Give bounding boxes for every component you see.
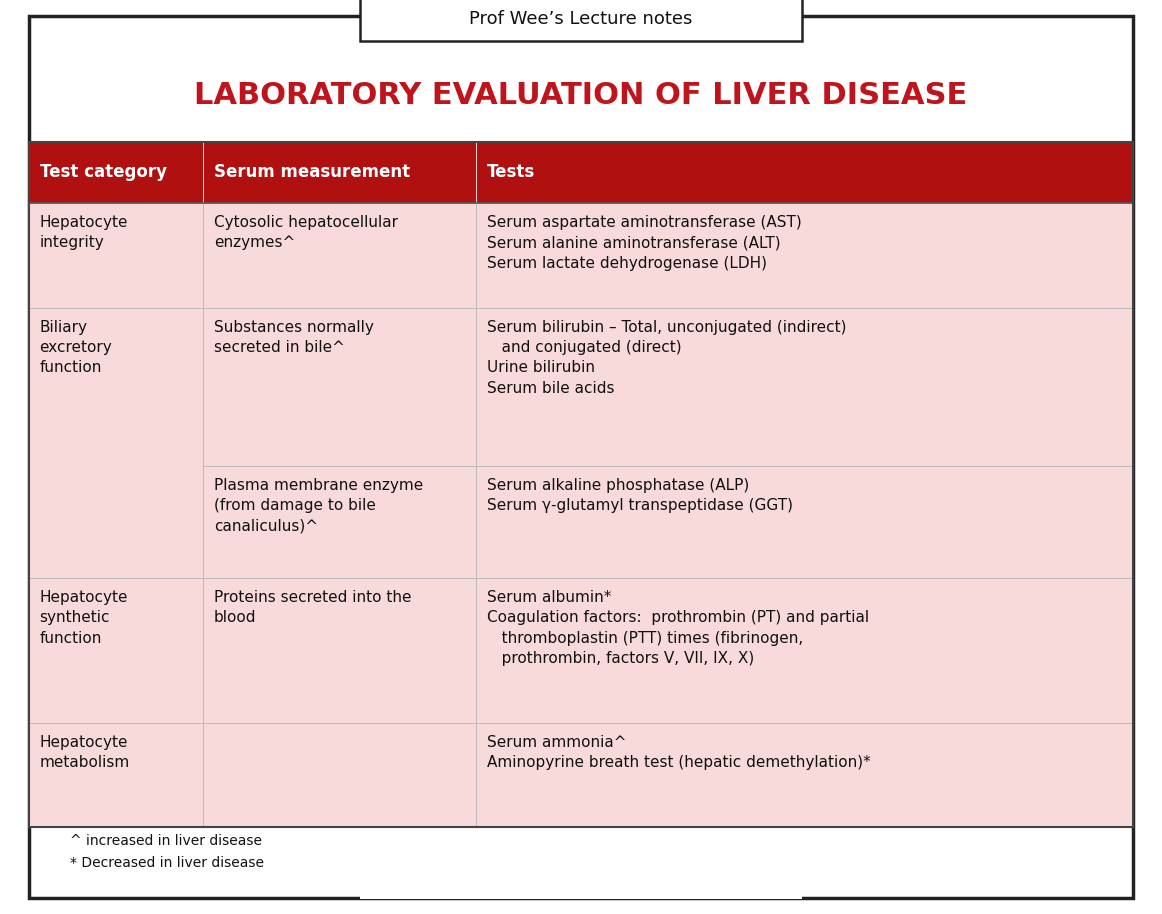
Text: Serum alkaline phosphatase (ALP)
Serum γ-glutamyl transpeptidase (GGT): Serum alkaline phosphatase (ALP) Serum γ… [487,478,792,513]
Text: ^ increased in liver disease
* Decreased in liver disease: ^ increased in liver disease * Decreased… [70,834,264,870]
Bar [29,723,203,827]
Bar [29,203,203,308]
Bar [203,723,476,827]
Bar [476,142,1133,203]
Text: Test category: Test category [40,164,166,182]
Bar [203,308,476,466]
Bar [203,203,476,308]
Bar [203,579,476,723]
Bar [29,142,1133,827]
Bar [360,0,802,41]
Text: Biliary
excretory
function: Biliary excretory function [40,320,113,376]
Bar [29,142,203,203]
Text: Substances normally
secreted in bile^: Substances normally secreted in bile^ [214,320,374,355]
Bar [476,723,1133,827]
Text: Serum albumin*
Coagulation factors:  prothrombin (PT) and partial
   thromboplas: Serum albumin* Coagulation factors: prot… [487,590,869,666]
Text: Proteins secreted into the
blood: Proteins secreted into the blood [214,590,411,625]
Text: Serum bilirubin – Total, unconjugated (indirect)
   and conjugated (direct)
Urin: Serum bilirubin – Total, unconjugated (i… [487,320,846,396]
Text: Prof Wee’s Lecture notes: Prof Wee’s Lecture notes [469,10,693,28]
Bar [476,466,1133,579]
Text: Plasma membrane enzyme
(from damage to bile
canaliculus)^: Plasma membrane enzyme (from damage to b… [214,478,423,534]
Bar [476,308,1133,466]
Bar [476,579,1133,723]
Bar [29,579,203,723]
Text: Hepatocyte
metabolism: Hepatocyte metabolism [40,735,130,770]
Text: Tests: Tests [487,164,536,182]
Bar [203,142,476,203]
Text: Hepatocyte
integrity: Hepatocyte integrity [40,215,128,250]
Bar [29,142,1133,203]
Bar [203,466,476,579]
Text: Cytosolic hepatocellular
enzymes^: Cytosolic hepatocellular enzymes^ [214,215,397,250]
Bar [29,308,203,579]
Bar [476,203,1133,308]
Text: Serum ammonia^
Aminopyrine breath test (hepatic demethylation)*: Serum ammonia^ Aminopyrine breath test (… [487,735,870,770]
Bar [360,881,802,899]
Text: Hepatocyte
synthetic
function: Hepatocyte synthetic function [40,590,128,646]
Text: LABORATORY EVALUATION OF LIVER DISEASE: LABORATORY EVALUATION OF LIVER DISEASE [194,81,968,111]
Text: Serum measurement: Serum measurement [214,164,410,182]
Text: Serum aspartate aminotransferase (AST)
Serum alanine aminotransferase (ALT)
Seru: Serum aspartate aminotransferase (AST) S… [487,215,802,271]
